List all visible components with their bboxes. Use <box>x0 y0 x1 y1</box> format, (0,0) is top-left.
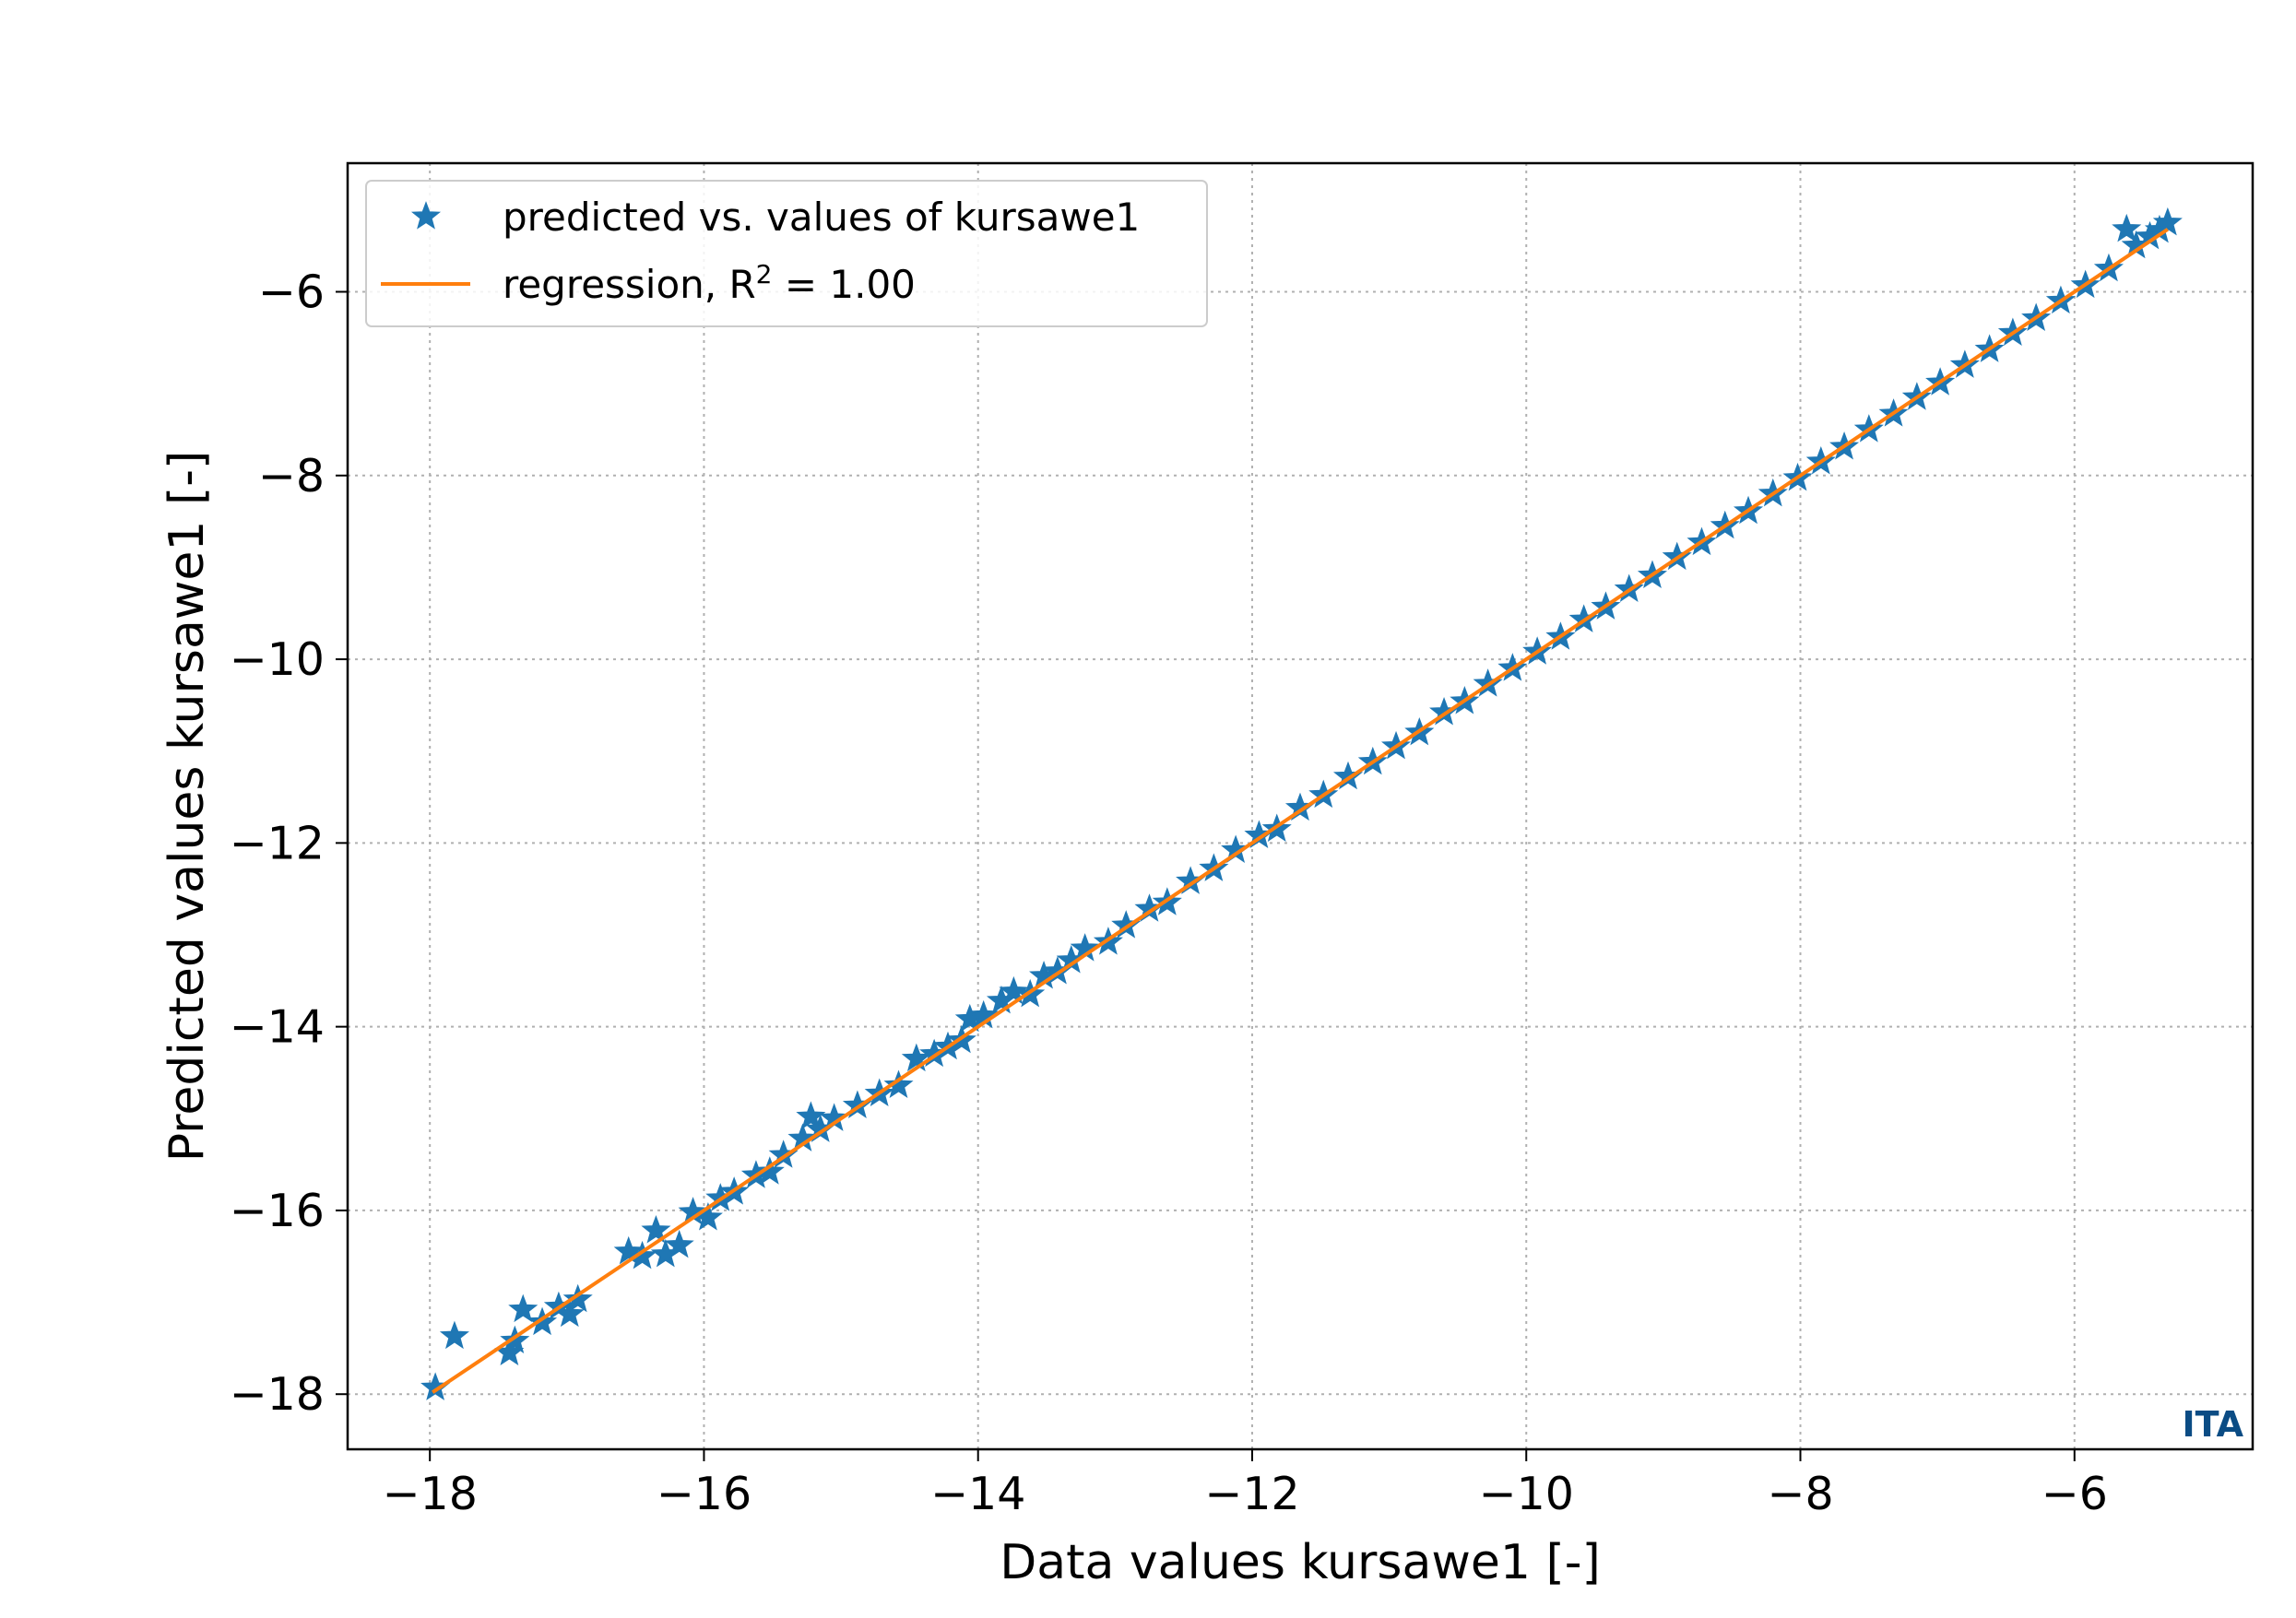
data-point-star <box>508 1293 538 1323</box>
data-point-star <box>901 1043 931 1072</box>
legend-star-marker <box>410 201 442 230</box>
data-point-star <box>641 1214 671 1244</box>
data-point-star <box>613 1235 644 1265</box>
data-point-star <box>500 1325 530 1354</box>
data-point-star <box>527 1306 558 1336</box>
data-point-star <box>999 975 1029 1005</box>
legend: predicted vs. values of kursawe1 regress… <box>365 180 1208 327</box>
data-point-star <box>627 1240 657 1270</box>
legend-box <box>365 180 1208 327</box>
x-tick-label: −6 <box>2042 1468 2108 1520</box>
legend-label-regression: regression, R2 = 1.00 <box>503 259 916 307</box>
x-tick-label: −12 <box>1204 1468 1299 1520</box>
legend-r2-superscript: 2 <box>756 259 773 289</box>
data-point-star <box>796 1101 826 1129</box>
grid-lines <box>348 163 2253 1449</box>
x-tick-label: −16 <box>657 1468 752 1520</box>
x-axis-label: Data values kursawe1 [-] <box>1000 1535 1601 1590</box>
x-tick-label: −8 <box>1767 1468 1833 1520</box>
y-tick-label: −10 <box>230 633 325 686</box>
data-point-star <box>554 1298 585 1328</box>
x-tick-label: −18 <box>382 1468 477 1520</box>
data-point-star <box>664 1229 694 1258</box>
legend-regression-name: regression <box>503 262 704 307</box>
y-tick-label: −16 <box>230 1185 325 1237</box>
legend-r2-value: = 1.00 <box>773 262 916 307</box>
legend-star <box>410 201 442 230</box>
x-tick-label: −10 <box>1479 1468 1574 1520</box>
regression-line-layer <box>432 228 2169 1394</box>
y-tick-label: −14 <box>230 1001 325 1054</box>
y-tick-label: −8 <box>258 450 325 502</box>
regression-line <box>432 228 2169 1394</box>
legend-label-scatter: predicted vs. values of kursawe1 <box>503 195 1140 240</box>
data-point-star <box>562 1283 593 1313</box>
data-point-star <box>2112 213 2142 242</box>
data-point-star <box>2152 207 2183 236</box>
y-axis-label: Predicted values kursawe1 [-] <box>160 451 215 1163</box>
x-tick-label: −14 <box>930 1468 1025 1520</box>
y-tick-label: −18 <box>230 1368 325 1421</box>
data-point-star <box>883 1069 914 1099</box>
axis-ticks: −18 −16 −14 −12 −10 −8 −6 −18 −16 −14 −12 −10 −8 −6 <box>230 266 2108 1521</box>
data-point-star <box>439 1320 469 1350</box>
ita-watermark: ITA <box>2182 1404 2243 1445</box>
legend-regression-suffix: , R <box>704 262 756 307</box>
y-tick-label: −6 <box>258 266 325 319</box>
data-point-star <box>754 1156 785 1185</box>
y-tick-label: −12 <box>230 817 325 869</box>
axes-frame <box>346 161 2255 1451</box>
